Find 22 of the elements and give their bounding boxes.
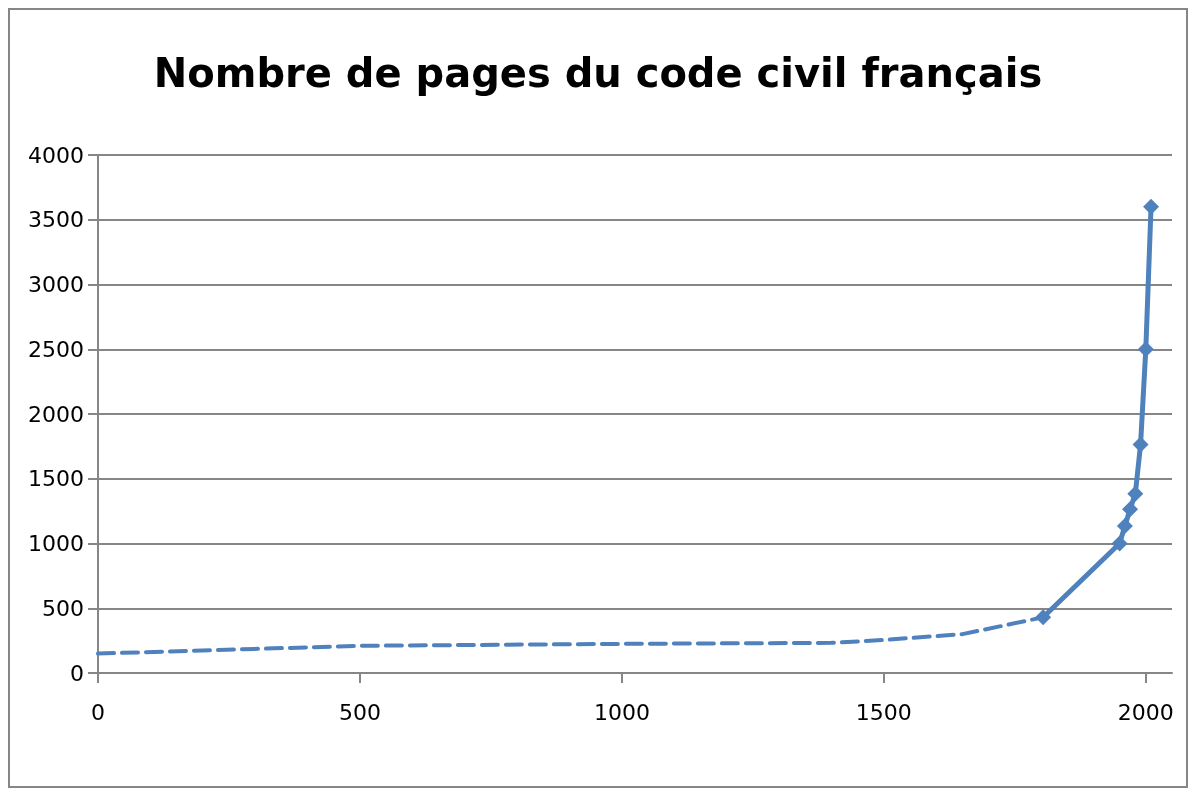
x-tick-label: 500 xyxy=(338,699,381,725)
y-tick-label: 3500 xyxy=(28,207,84,233)
y-tick-label: 4000 xyxy=(28,142,84,168)
y-tick-label: 1500 xyxy=(28,466,84,492)
y-tick-label: 2000 xyxy=(28,401,84,427)
point xyxy=(1111,535,1128,552)
x-tick-label: 1000 xyxy=(593,699,650,725)
y-tick-label: 3000 xyxy=(28,272,84,297)
y-tick-label: 500 xyxy=(42,595,84,621)
y-tick-label: 0 xyxy=(70,660,84,686)
point xyxy=(1143,198,1160,215)
y-tick-label: 1000 xyxy=(28,531,84,556)
point xyxy=(1116,518,1133,535)
y-tick-label: 2500 xyxy=(28,336,84,362)
point xyxy=(1127,485,1144,502)
point xyxy=(1132,436,1149,453)
x-tick-label: 1500 xyxy=(855,699,912,725)
x-tick-label: 2000 xyxy=(1117,699,1174,725)
point xyxy=(1122,501,1139,518)
x-tick-label: 0 xyxy=(91,699,105,725)
point xyxy=(1035,609,1052,626)
chart-title: Nombre de pages du code civil français xyxy=(153,50,1043,96)
